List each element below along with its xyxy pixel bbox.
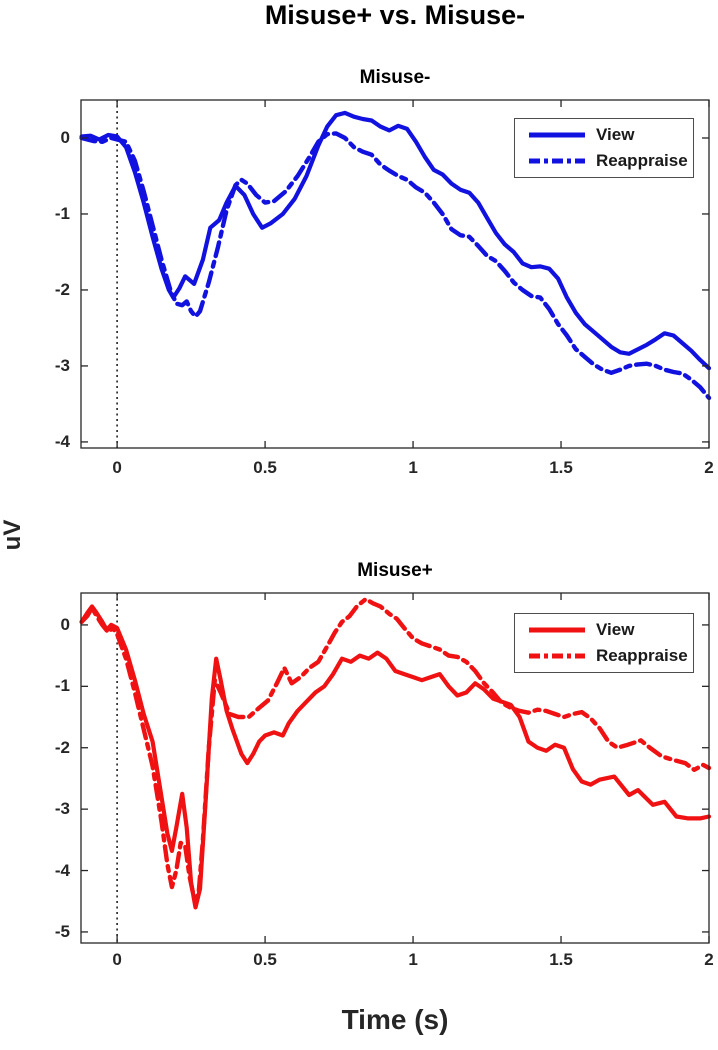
legend-label-reappraise: Reappraise: [596, 646, 688, 665]
misuse-minus-x-tick-label: 0.5: [253, 458, 277, 477]
misuse-plus-x-tick-label: 0.5: [253, 950, 277, 969]
legend-entry-view: View: [515, 617, 693, 643]
legend-label-reappraise: Reappraise: [596, 151, 688, 170]
misuse-plus-y-tick-label: 0: [60, 614, 70, 634]
legend-entry-view: View: [515, 122, 693, 148]
misuse-plus-y-tick-label: -2: [54, 737, 70, 757]
x-axis-label: Time (s): [341, 1004, 449, 1035]
reappraise-line-sample-icon: [529, 158, 585, 164]
misuse-minus-y-tick-label: -3: [54, 355, 70, 375]
misuse-plus-y-tick-label: -1: [54, 676, 70, 696]
figure-title: Misuse+ vs. Misuse-: [264, 0, 526, 30]
misuse-plus-x-tick-label: 1: [408, 950, 418, 969]
misuse-minus-x-tick-label: 2: [704, 458, 714, 477]
view-line-sample-icon: [529, 132, 585, 138]
reappraise-line-sample-icon: [529, 653, 585, 659]
misuse-plus-y-tick-label: -5: [54, 921, 70, 941]
misuse-plus-x-tick-label: 0: [112, 950, 122, 969]
misuse-minus-axes-box: [80, 99, 710, 449]
legend-misuse-minus: View Reappraise: [514, 118, 694, 178]
misuse-minus-y-tick-label: -4: [54, 431, 70, 451]
legend-label-view: View: [596, 125, 635, 144]
misuse-plus-axes-box: [80, 592, 710, 944]
misuse-minus-y-tick-label: 0: [60, 127, 70, 147]
legend-entry-reappraise: Reappraise: [515, 148, 693, 174]
legend-misuse-plus: View Reappraise: [514, 613, 694, 673]
misuse-plus-view-line: [79, 604, 712, 910]
misuse-plus-x-tick-label: 2: [704, 950, 714, 969]
legend-entry-reappraise: Reappraise: [515, 643, 693, 669]
view-line-sample-icon: [529, 627, 585, 633]
misuse-minus-view-line: [79, 110, 712, 371]
misuse-minus-x-tick-label: 0: [112, 458, 122, 477]
misuse-plus-reappraise-line: [79, 596, 712, 901]
misuse-minus-y-tick-label: -2: [54, 279, 70, 299]
legend-label-view: View: [596, 620, 635, 639]
misuse-minus-y-tick-label: -1: [54, 203, 70, 223]
misuse-plus-x-tick-label: 1.5: [549, 950, 573, 969]
misuse-plus-y-tick-label: -4: [54, 860, 70, 880]
misuse-minus-x-tick-label: 1.5: [549, 458, 573, 477]
misuse-plus-y-tick-label: -3: [54, 799, 70, 819]
subplot-title-misuse-minus: Misuse-: [359, 67, 431, 88]
misuse-minus-x-tick-label: 1: [408, 458, 418, 477]
subplot-title-misuse-plus: Misuse+: [357, 560, 433, 581]
misuse-minus-reappraise-line: [79, 131, 712, 401]
